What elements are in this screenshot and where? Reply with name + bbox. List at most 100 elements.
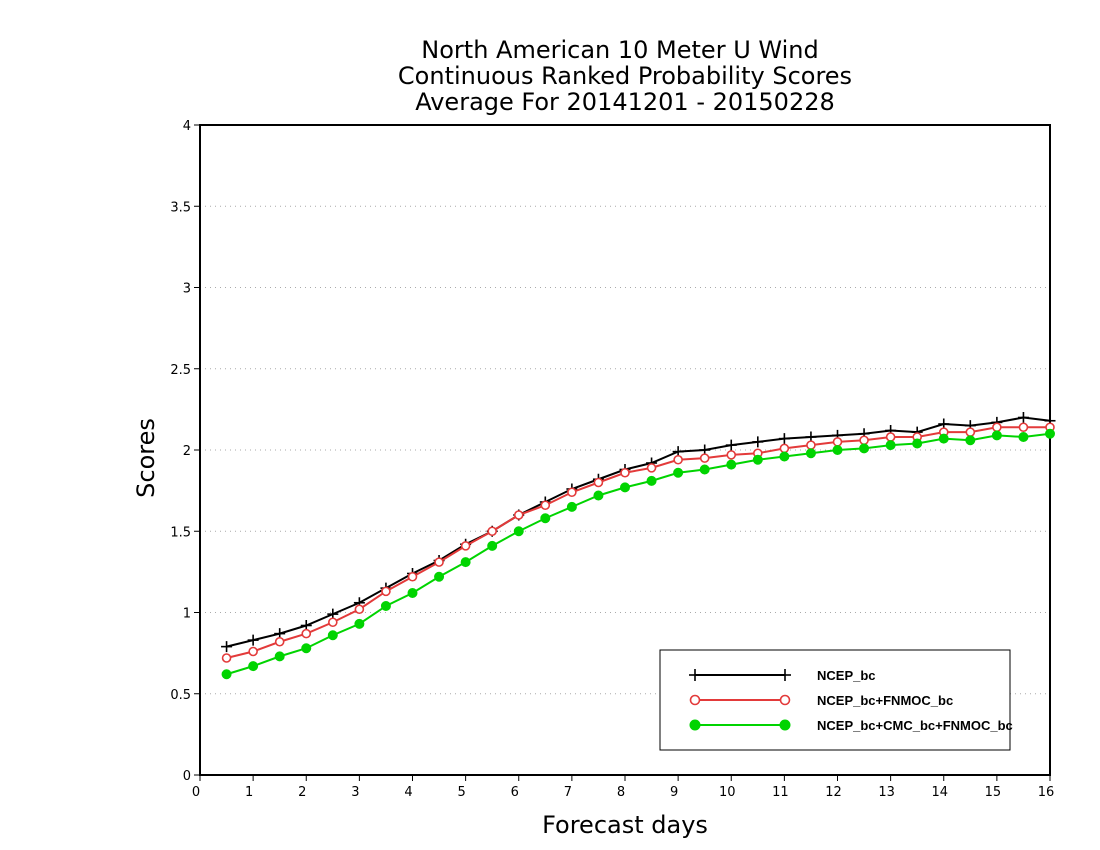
filled-circle-marker [805,448,816,459]
filled-circle-marker [327,630,338,641]
open-circle-marker [620,467,630,478]
open-circle-marker [460,541,471,551]
open-circle-marker [328,617,338,628]
filled-circle-marker [434,571,445,582]
open-circle-marker [513,510,524,520]
x-tick-label: 16 [1038,785,1055,800]
open-circle-marker [354,604,365,615]
open-circle-marker [806,440,816,450]
grid-lines [200,205,1050,695]
x-tick-label: 15 [985,785,1002,800]
filled-circle-marker [832,445,843,455]
legend-label: NCEP_bc+FNMOC_bc [817,693,953,708]
y-tick-label: 1.5 [170,525,191,540]
x-axis-title: Forecast days [542,811,708,839]
x-tick-label: 5 [457,785,465,800]
open-circle-marker [274,636,285,647]
x-tick-label: 0 [192,785,200,800]
y-tick-label: 0.5 [170,688,191,703]
filled-circle-marker [354,618,365,629]
filled-circle-marker [779,719,791,731]
open-circle-marker [673,454,683,465]
plus-marker [247,634,259,646]
x-tick-label: 2 [298,785,306,800]
open-circle-marker [832,437,843,447]
open-circle-marker [1018,422,1029,433]
y-tick-label: 3.5 [170,200,191,215]
filled-circle-marker [221,669,232,680]
plus-marker [752,436,764,448]
legend-label: NCEP_bc+CMC_bc+FNMOC_bc [817,718,1013,733]
y-tick-label: 2.5 [170,363,191,378]
filled-circle-marker [965,435,976,446]
y-tick-label: 4 [183,119,191,134]
open-circle-marker [221,653,232,663]
chart-title-line-3: Average For 20141201 - 20150228 [415,88,835,116]
filled-circle-marker [1018,432,1029,442]
y-axis-title: Scores [132,418,160,498]
plus-marker [689,669,701,681]
x-tick-label: 11 [772,785,789,800]
y-tick-label: 2 [183,444,191,459]
legend-label: NCEP_bc [817,668,876,683]
legend-item: NCEP_bc [689,668,876,683]
filled-circle-marker [593,490,604,501]
open-circle-marker [567,487,577,498]
filled-circle-marker [699,464,710,475]
x-tick-label: 4 [404,785,412,800]
filled-circle-marker [620,482,630,493]
legend-item: NCEP_bc+CMC_bc+FNMOC_bc [689,718,1013,733]
open-circle-marker [779,694,791,706]
filled-circle-marker [779,451,790,462]
y-tick-label: 1 [183,607,191,622]
open-circle-marker [965,427,976,437]
open-circle-marker [540,500,551,511]
filled-circle-marker [859,443,870,454]
filled-circle-marker [912,438,923,449]
filled-circle-marker [673,467,684,478]
chart-title-line-1: North American 10 Meter U Wind [421,36,818,64]
x-tick-label: 13 [878,785,895,800]
filled-circle-marker [991,430,1002,441]
open-circle-marker [885,432,896,442]
y-tick-label: 3 [183,282,191,297]
open-circle-marker [301,628,312,639]
x-tick-label: 3 [351,785,359,800]
chart-title-line-2: Continuous Ranked Probability Scores [398,62,852,90]
open-circle-marker [407,571,418,582]
chart-title: North American 10 Meter U Wind Continuou… [398,36,852,116]
x-tick-label: 7 [564,785,572,800]
open-circle-marker [646,463,657,473]
plus-marker [778,433,790,445]
filled-circle-marker [301,643,312,654]
series-ncep-bc-fnmoc-bc [221,422,1055,663]
legend-item: NCEP_bc+FNMOC_bc [689,693,953,708]
open-circle-marker [381,586,391,597]
filled-circle-marker [540,513,551,524]
plus-marker [725,439,737,451]
filled-circle-marker [566,501,577,512]
plus-marker [1017,412,1029,423]
x-tick-label: 10 [719,785,736,800]
series-line [226,426,1050,659]
x-tick-label: 6 [511,785,519,800]
filled-circle-marker [885,440,896,451]
filled-circle-marker [726,459,737,470]
x-tick-label: 14 [931,785,948,800]
filled-circle-marker [689,719,701,731]
filled-circle-marker [646,475,657,486]
filled-circle-marker [513,526,524,537]
x-tick-label: 1 [245,785,253,800]
y-tick-label: 0 [183,769,191,784]
series-ncep-bc-cmc-bc-fnmoc-bc [221,428,1055,680]
filled-circle-marker [248,661,259,672]
open-circle-marker [859,435,869,446]
filled-circle-marker [380,601,391,611]
filled-circle-marker [460,557,471,568]
filled-circle-marker [274,651,285,662]
filled-circle-marker [938,433,949,444]
open-circle-marker [434,557,444,567]
open-circle-marker [248,646,258,657]
x-tick-label: 9 [670,785,678,800]
